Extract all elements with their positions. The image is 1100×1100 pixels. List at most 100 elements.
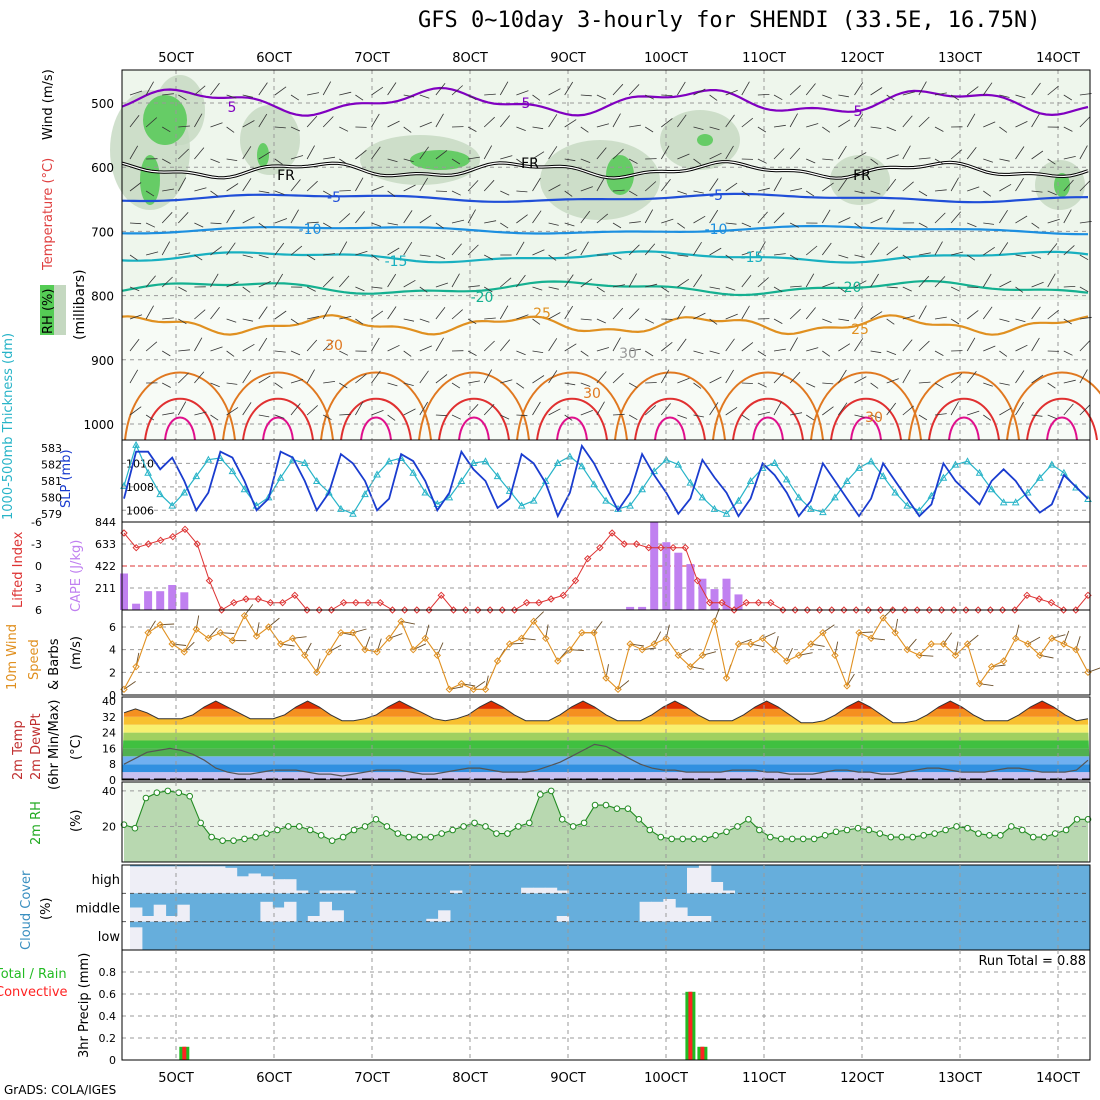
upper-air-wind-barb bbox=[612, 413, 625, 416]
thickness-series-point bbox=[493, 472, 502, 480]
upper-air-wind-barb bbox=[419, 254, 431, 257]
contour-label: 25 bbox=[851, 322, 869, 338]
upper-air-wind-barb bbox=[902, 254, 911, 261]
rh-series-point bbox=[328, 837, 336, 844]
temp-band bbox=[122, 740, 1090, 749]
upper-air-wind-barb bbox=[371, 370, 381, 384]
speed-axis-label: Speed bbox=[27, 639, 42, 680]
dewpt-axis-label: 2m DewPt bbox=[29, 713, 44, 780]
cloud-bar-high bbox=[698, 865, 712, 894]
upper-air-wind-barb bbox=[274, 242, 285, 256]
top-date-label: 10OCT bbox=[644, 51, 688, 66]
rh-series-point bbox=[1073, 816, 1081, 823]
upper-air-wind-barb bbox=[661, 341, 673, 352]
thickness-series-point bbox=[325, 488, 333, 496]
upper-air-wind-barb bbox=[950, 211, 962, 224]
upper-air-wind-barb bbox=[564, 158, 576, 162]
thickness-series-point bbox=[445, 493, 454, 501]
rh-panel-frame bbox=[121, 781, 1091, 863]
upper-air-wind-barb bbox=[1079, 286, 1089, 293]
bottom-date-label: 13OCT bbox=[938, 1071, 982, 1086]
contour-40-loop bbox=[752, 416, 784, 441]
upper-air-wind-barb bbox=[323, 222, 332, 229]
upper-air-wind-barb bbox=[178, 252, 191, 256]
upper-air-wind-barb bbox=[129, 286, 140, 292]
upper-air-wind-barb bbox=[483, 179, 495, 192]
upper-air-wind-barb bbox=[596, 123, 610, 128]
thickness-series-point bbox=[228, 467, 237, 475]
upper-air-wind-barb bbox=[773, 318, 783, 324]
dewpt-series-line bbox=[123, 743, 1089, 777]
upper-air-wind-barb bbox=[757, 241, 766, 256]
bottom-date-label: 6OCT bbox=[256, 1071, 292, 1086]
lifted-index-series-point bbox=[156, 536, 165, 545]
upper-air-wind-barb bbox=[484, 220, 497, 224]
upper-air-wind-barb bbox=[516, 190, 528, 193]
upper-air-wind-barb bbox=[129, 222, 142, 225]
contour-minus10-line bbox=[121, 224, 1088, 236]
upper-air-wind-barb bbox=[644, 209, 654, 224]
upper-air-wind-barb bbox=[709, 152, 722, 160]
wind-speed-series-point bbox=[554, 657, 562, 665]
upper-air-wind-barb bbox=[983, 121, 996, 128]
cape-bar bbox=[722, 578, 731, 610]
cloud-bar-middle bbox=[663, 899, 676, 922]
rh-series-point bbox=[1084, 816, 1092, 823]
cloud-bar-middle bbox=[651, 901, 664, 922]
wind-speed-series-point bbox=[301, 651, 309, 660]
lifted-index-series-point bbox=[632, 540, 641, 548]
upper-air-wind-barb bbox=[467, 244, 479, 256]
thickness-series-point bbox=[168, 501, 177, 509]
contour-label: 5 bbox=[228, 100, 237, 116]
upper-air-wind-barb bbox=[274, 382, 283, 389]
upper-air-wind-barb bbox=[918, 157, 931, 160]
upper-air-wind-barb bbox=[306, 369, 315, 384]
wind-speed-series-point bbox=[204, 634, 213, 643]
upper-air-wind-barb bbox=[129, 90, 143, 96]
contour-35-loop bbox=[1026, 397, 1098, 441]
lifted-index-series-point bbox=[742, 598, 751, 607]
upper-air-wind-barb bbox=[773, 348, 786, 352]
upper-air-wind-barb bbox=[805, 307, 816, 320]
upper-air-wind-barb bbox=[145, 275, 156, 288]
upper-air-wind-barb bbox=[467, 126, 477, 132]
cloud-bar-middle bbox=[319, 901, 332, 922]
upper-air-wind-barb bbox=[660, 179, 671, 192]
precip-panel-frame bbox=[121, 949, 1091, 1061]
upper-air-wind-barb bbox=[1047, 414, 1057, 420]
slp-panel-frame bbox=[121, 439, 1091, 523]
upper-air-wind-barb bbox=[210, 122, 223, 128]
cloud-bar-middle bbox=[130, 907, 143, 922]
upper-air-wind-barb bbox=[870, 382, 879, 389]
upper-air-wind-barb bbox=[918, 275, 930, 288]
upper-air-wind-barb bbox=[934, 276, 946, 288]
rh-series-point bbox=[482, 823, 489, 830]
rh-tick-label: 40 bbox=[102, 785, 116, 798]
upper-air-wind-barb bbox=[435, 306, 446, 320]
upper-air-wind-barb bbox=[355, 250, 368, 256]
top-date-label: 11OCT bbox=[742, 51, 786, 66]
thickness-series-point bbox=[578, 462, 586, 470]
thickness-series-point bbox=[553, 458, 562, 466]
upper-air-wind-barb bbox=[1047, 243, 1058, 256]
thickness-series-point bbox=[674, 460, 683, 468]
upper-air-wind-barb bbox=[854, 376, 867, 384]
lifted-index-series-point bbox=[291, 591, 299, 600]
upper-air-wind-barb bbox=[129, 182, 142, 192]
upper-air-wind-barb bbox=[902, 115, 913, 128]
rh-moist-blob bbox=[697, 134, 713, 146]
upper-air-wind-barb bbox=[612, 372, 624, 384]
wind-speed-series-point bbox=[578, 628, 586, 637]
wind-speed-series-point bbox=[602, 674, 610, 682]
contour-label: -15 bbox=[385, 254, 408, 270]
upper-air-wind-barb bbox=[838, 343, 851, 352]
wind-speed-series-point bbox=[1011, 634, 1020, 643]
wind-speed-series-point bbox=[903, 645, 911, 654]
upper-air-wind-barb bbox=[612, 254, 622, 260]
upper-air-wind-barb bbox=[483, 340, 495, 352]
upper-air-wind-barb bbox=[210, 414, 219, 421]
upper-air-wind-barb bbox=[162, 317, 174, 320]
thickness-series-point bbox=[782, 475, 791, 483]
precip-tick-label: 0 bbox=[109, 1054, 116, 1067]
upper-air-wind-barb bbox=[934, 189, 947, 192]
